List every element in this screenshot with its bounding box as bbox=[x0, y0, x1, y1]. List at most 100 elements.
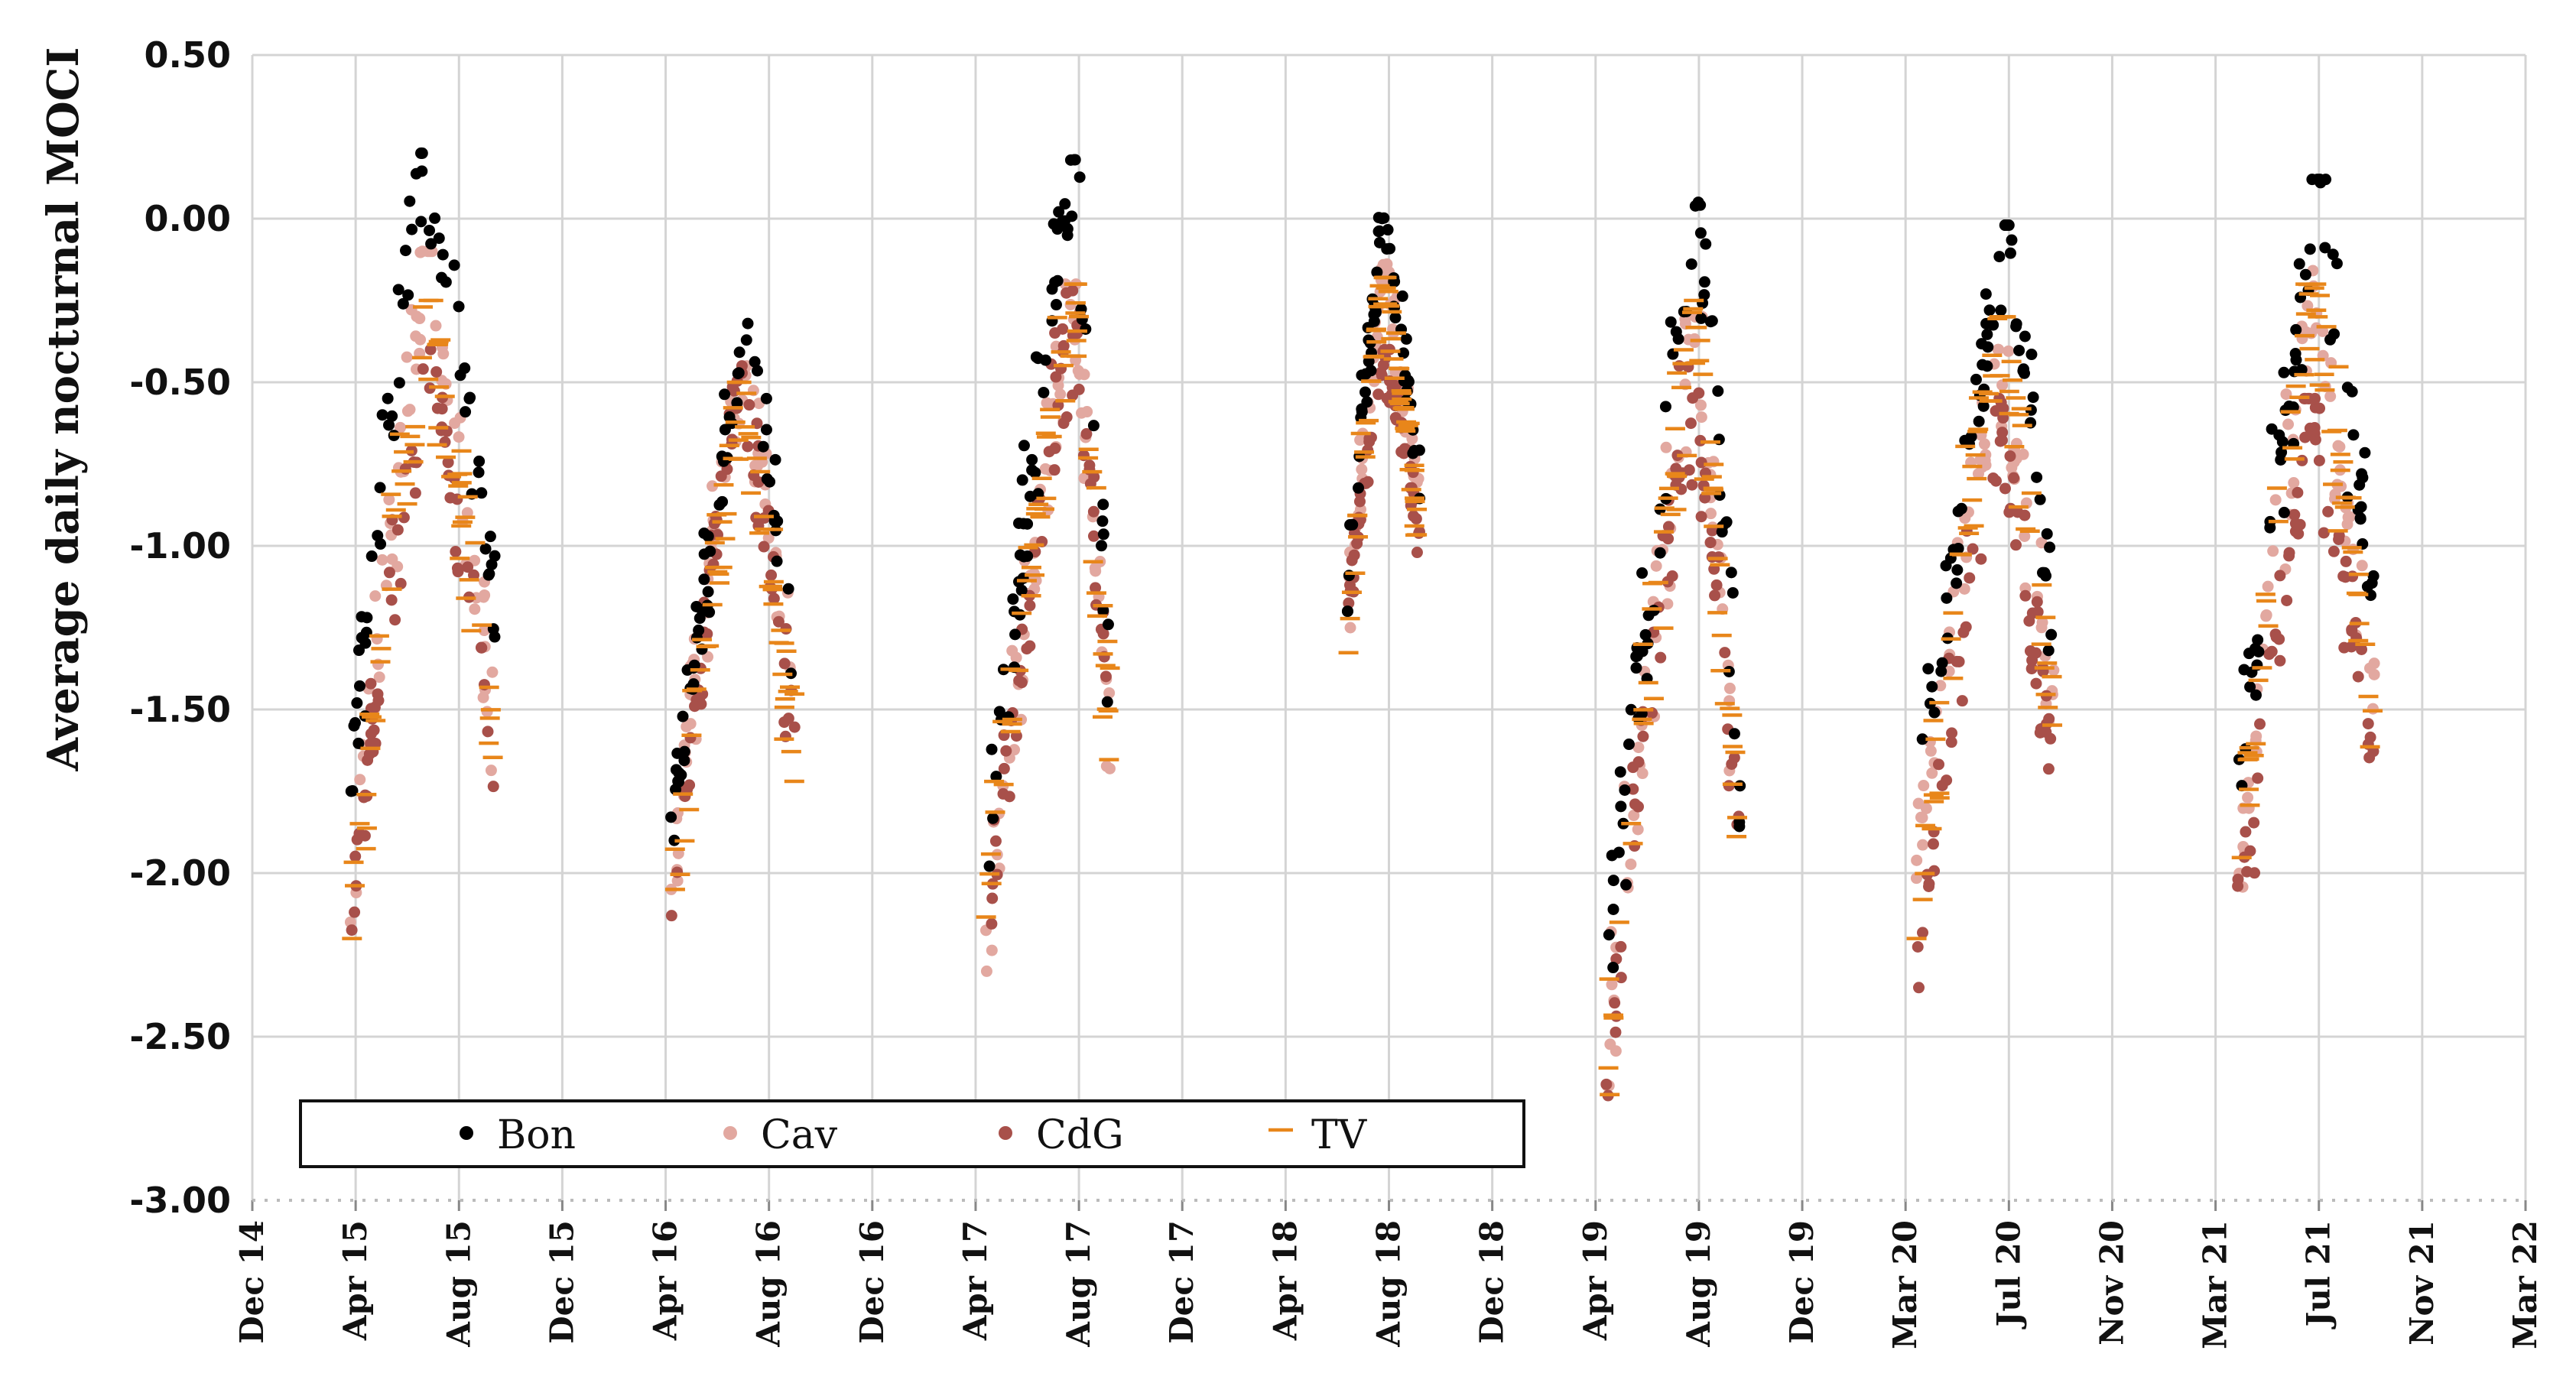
point-bon bbox=[425, 238, 437, 250]
point-cav bbox=[1628, 810, 1640, 822]
point-cav bbox=[391, 560, 404, 573]
point-bon bbox=[1026, 453, 1038, 466]
point-cdg bbox=[1100, 670, 1112, 683]
point-cdg bbox=[765, 569, 778, 581]
point-cdg bbox=[2270, 631, 2282, 643]
point-bon bbox=[1606, 849, 1618, 862]
point-bon bbox=[678, 755, 690, 767]
point-cav bbox=[477, 591, 489, 603]
point-cdg bbox=[1346, 554, 1358, 567]
point-bon bbox=[2290, 323, 2302, 336]
point-cdg bbox=[2313, 455, 2325, 467]
point-cdg bbox=[1395, 446, 1408, 458]
point-bon bbox=[2045, 628, 2058, 641]
point-cdg bbox=[2292, 486, 2304, 498]
point-cdg bbox=[1090, 582, 1102, 594]
point-cdg bbox=[1600, 1078, 1613, 1090]
x-tick-label: Aug 18 bbox=[1370, 1220, 1408, 1348]
point-cav bbox=[1090, 565, 1102, 577]
point-cdg bbox=[1379, 343, 1391, 355]
x-tick-label: Mar 20 bbox=[1886, 1220, 1924, 1349]
point-cdg bbox=[2252, 772, 2264, 784]
point-cdg bbox=[1662, 521, 1675, 533]
point-cdg bbox=[1709, 589, 1721, 602]
point-bon bbox=[2013, 344, 2025, 356]
point-bon bbox=[1013, 517, 1025, 529]
point-cdg bbox=[2283, 547, 2295, 559]
point-bon bbox=[2253, 645, 2265, 657]
point-bon bbox=[1922, 663, 1934, 675]
point-cdg bbox=[365, 728, 377, 740]
point-cav bbox=[1917, 839, 1929, 851]
point-bon bbox=[2038, 567, 2051, 579]
point-bon bbox=[2034, 493, 2046, 505]
point-bon bbox=[1341, 605, 1353, 618]
x-tick-label: Mar 21 bbox=[2197, 1220, 2234, 1349]
point-cdg bbox=[1953, 655, 1965, 667]
point-bon bbox=[1009, 628, 1022, 641]
point-cdg bbox=[1057, 323, 1069, 335]
point-bon bbox=[353, 680, 365, 692]
point-bon bbox=[1727, 586, 1739, 599]
point-bon bbox=[769, 453, 781, 466]
point-cav bbox=[1911, 854, 1923, 866]
point-cdg bbox=[1024, 640, 1036, 652]
point-bon bbox=[1032, 488, 1044, 500]
point-bon bbox=[678, 745, 690, 758]
point-cav bbox=[1006, 644, 1018, 657]
point-cdg bbox=[482, 726, 494, 738]
point-cdg bbox=[1013, 674, 1025, 687]
legend-cav-label: Cav bbox=[761, 1112, 838, 1158]
point-cdg bbox=[778, 716, 791, 729]
point-bon bbox=[2266, 423, 2278, 435]
point-cav bbox=[1925, 745, 1937, 757]
point-bon bbox=[365, 550, 378, 563]
point-cdg bbox=[450, 546, 462, 558]
point-bon bbox=[1382, 224, 1394, 236]
point-cdg bbox=[1684, 417, 1697, 430]
y-tick-label: -1.00 bbox=[129, 525, 231, 567]
point-bon bbox=[1102, 618, 1114, 631]
point-cdg bbox=[772, 615, 784, 628]
point-cav bbox=[2368, 668, 2380, 680]
point-bon bbox=[404, 195, 416, 207]
point-cav bbox=[1381, 258, 1393, 270]
axes: 0.500.00-0.50-1.00-1.50-2.00-2.50-3.00De… bbox=[129, 34, 2544, 1349]
point-cav bbox=[1078, 368, 1090, 381]
point-bon bbox=[484, 531, 496, 543]
point-bon bbox=[1603, 929, 1615, 941]
point-cdg bbox=[1405, 482, 1418, 494]
point-cdg bbox=[2019, 589, 2032, 602]
point-cav bbox=[684, 718, 697, 730]
x-tick-label: Aug 16 bbox=[750, 1220, 788, 1348]
point-cdg bbox=[351, 833, 363, 846]
point-cdg bbox=[2289, 508, 2301, 521]
point-bon bbox=[1654, 547, 1666, 559]
point-cdg bbox=[1610, 1026, 1622, 1038]
point-bon bbox=[752, 365, 764, 377]
grid bbox=[251, 54, 2527, 1200]
point-bon bbox=[1368, 308, 1380, 320]
point-bon bbox=[2359, 446, 2371, 459]
point-cav bbox=[2017, 448, 2029, 460]
point-cdg bbox=[986, 917, 998, 930]
point-bon bbox=[1009, 605, 1021, 618]
point-cav bbox=[411, 310, 423, 323]
point-cdg bbox=[468, 569, 480, 581]
point-bon bbox=[415, 216, 427, 228]
point-cdg bbox=[1923, 878, 1935, 890]
legend-cdg-label: CdG bbox=[1036, 1112, 1124, 1158]
point-bon bbox=[2275, 453, 2287, 466]
point-bon bbox=[1365, 365, 1377, 377]
point-cav bbox=[2035, 622, 2048, 634]
point-cdg bbox=[2026, 607, 2038, 619]
point-cav bbox=[1993, 343, 2005, 355]
point-bon bbox=[1642, 609, 1655, 622]
x-tick-label: Dec 18 bbox=[1473, 1220, 1511, 1344]
point-cav bbox=[2356, 560, 2368, 572]
point-bon bbox=[2027, 391, 2039, 404]
point-bon bbox=[1993, 251, 2006, 263]
point-bon bbox=[1700, 238, 1712, 250]
point-cdg bbox=[1050, 371, 1062, 383]
